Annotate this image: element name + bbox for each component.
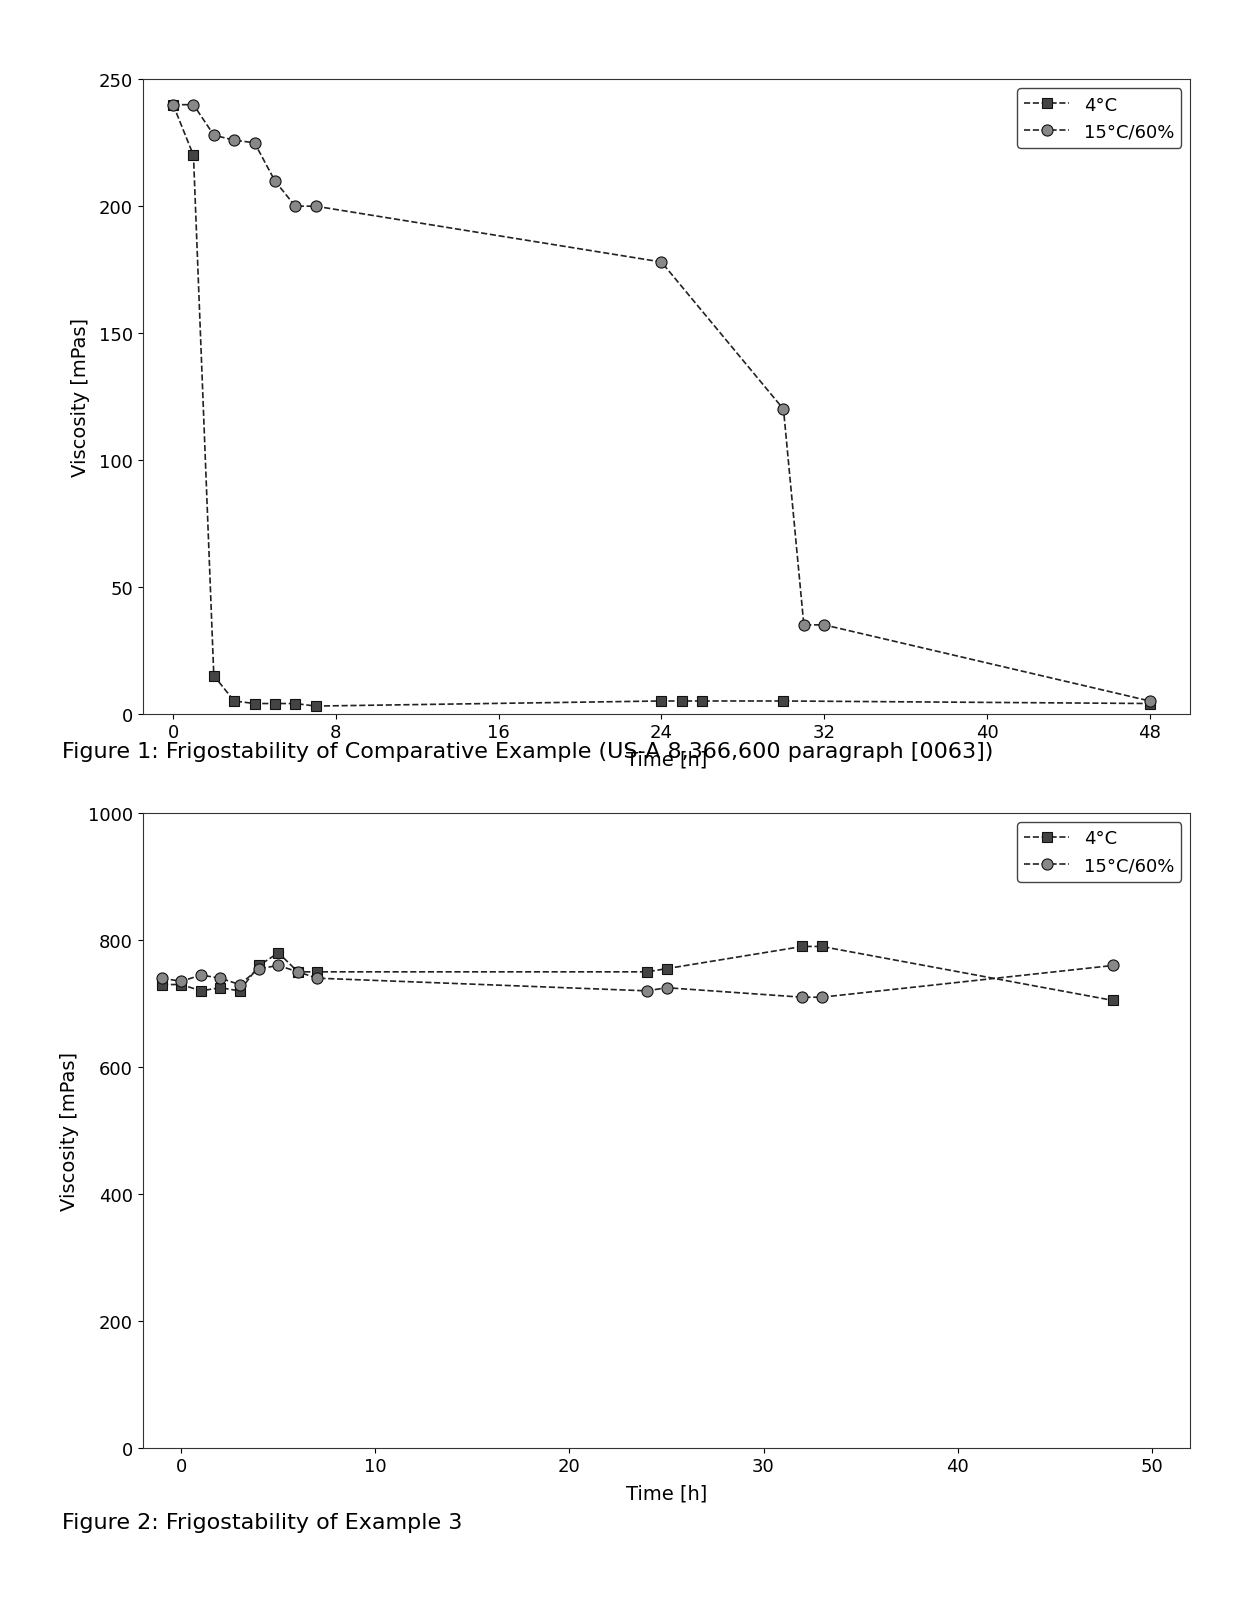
15°C/60% (1142, 692, 1157, 711)
4°C (155, 976, 170, 995)
4°C (288, 695, 303, 714)
4°C (310, 963, 325, 982)
Text: Figure 1: Frigostability of Comparative Example (US-A 8,366,600 paragraph [0063]: Figure 1: Frigostability of Comparative … (62, 742, 993, 761)
15°C/60% (776, 400, 791, 419)
15°C/60% (247, 133, 262, 152)
Text: Figure 2: Frigostability of Example 3: Figure 2: Frigostability of Example 3 (62, 1512, 463, 1531)
15°C/60% (174, 973, 188, 992)
4°C (815, 937, 830, 957)
4°C (1105, 992, 1120, 1011)
Legend: 4°C, 15°C/60%: 4°C, 15°C/60% (1017, 90, 1182, 149)
15°C/60% (310, 969, 325, 989)
4°C (653, 692, 668, 711)
15°C/60% (193, 966, 208, 985)
15°C/60% (213, 969, 228, 989)
4°C (174, 976, 188, 995)
4°C (252, 957, 267, 976)
15°C/60% (290, 963, 305, 982)
4°C (227, 692, 242, 711)
4°C (290, 963, 305, 982)
Line: 15°C/60%: 15°C/60% (156, 960, 1118, 1003)
15°C/60% (815, 989, 830, 1008)
4°C (206, 666, 221, 685)
4°C (640, 963, 655, 982)
4°C (776, 692, 791, 711)
15°C/60% (796, 616, 811, 636)
4°C (272, 944, 286, 963)
15°C/60% (795, 989, 810, 1008)
4°C (213, 979, 228, 998)
15°C/60% (166, 96, 181, 116)
X-axis label: Time [h]: Time [h] (626, 1483, 707, 1502)
15°C/60% (817, 616, 832, 636)
15°C/60% (206, 127, 221, 146)
Y-axis label: Viscosity [mPas]: Viscosity [mPas] (71, 318, 91, 477)
Line: 4°C: 4°C (157, 942, 1117, 1006)
4°C (694, 692, 709, 711)
4°C (795, 937, 810, 957)
15°C/60% (308, 197, 322, 217)
15°C/60% (272, 957, 286, 976)
15°C/60% (232, 976, 247, 995)
4°C (247, 695, 262, 714)
15°C/60% (252, 960, 267, 979)
15°C/60% (653, 254, 668, 273)
15°C/60% (227, 132, 242, 151)
15°C/60% (288, 197, 303, 217)
X-axis label: Time [h]: Time [h] (626, 750, 707, 769)
4°C (193, 982, 208, 1002)
15°C/60% (155, 969, 170, 989)
Line: 15°C/60%: 15°C/60% (167, 100, 1156, 708)
15°C/60% (1105, 957, 1120, 976)
4°C (675, 692, 689, 711)
4°C (268, 695, 283, 714)
4°C (308, 697, 322, 716)
4°C (660, 960, 675, 979)
4°C (166, 96, 181, 116)
Legend: 4°C, 15°C/60%: 4°C, 15°C/60% (1017, 823, 1182, 883)
4°C (186, 146, 201, 165)
Y-axis label: Viscosity [mPas]: Viscosity [mPas] (61, 1051, 79, 1210)
4°C (232, 982, 247, 1002)
Line: 4°C: 4°C (169, 101, 1154, 711)
15°C/60% (640, 982, 655, 1002)
15°C/60% (186, 96, 201, 116)
15°C/60% (660, 979, 675, 998)
4°C (1142, 695, 1157, 714)
15°C/60% (268, 172, 283, 191)
